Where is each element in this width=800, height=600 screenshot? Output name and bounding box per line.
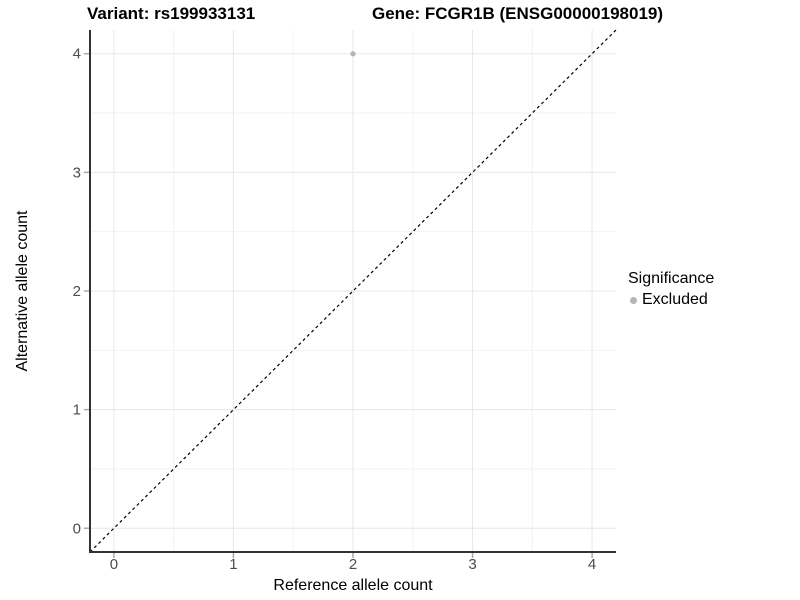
y-tick-label: 2 bbox=[73, 283, 81, 300]
x-tick-label: 4 bbox=[588, 556, 596, 573]
y-tick-label: 4 bbox=[73, 46, 81, 63]
chart-layers: 0 1 2 3 4 0 1 2 3 4 bbox=[73, 29, 617, 573]
y-tick-label: 0 bbox=[73, 520, 81, 537]
y-axis-title: Alternative allele count bbox=[14, 210, 31, 372]
x-tick-label: 3 bbox=[468, 556, 476, 573]
y-tick-label: 1 bbox=[73, 402, 81, 419]
legend-item-excluded: Excluded bbox=[628, 290, 714, 310]
legend-point-swatch bbox=[630, 296, 637, 304]
x-tick-label: 0 bbox=[110, 556, 118, 573]
legend-item-label: Excluded bbox=[642, 291, 708, 308]
legend-title: Significance bbox=[628, 270, 715, 287]
y-tick-label: 3 bbox=[73, 164, 81, 181]
gene-title: Gene: FCGR1B (ENSG00000198019) bbox=[372, 4, 664, 23]
data-point bbox=[350, 51, 356, 57]
legend: Significance Excluded bbox=[628, 269, 714, 310]
x-tick-label: 1 bbox=[229, 556, 237, 573]
x-tick-label: 2 bbox=[349, 556, 357, 573]
x-axis-title: Reference allele count bbox=[273, 577, 433, 594]
variant-title: Variant: rs199933131 bbox=[87, 4, 256, 23]
